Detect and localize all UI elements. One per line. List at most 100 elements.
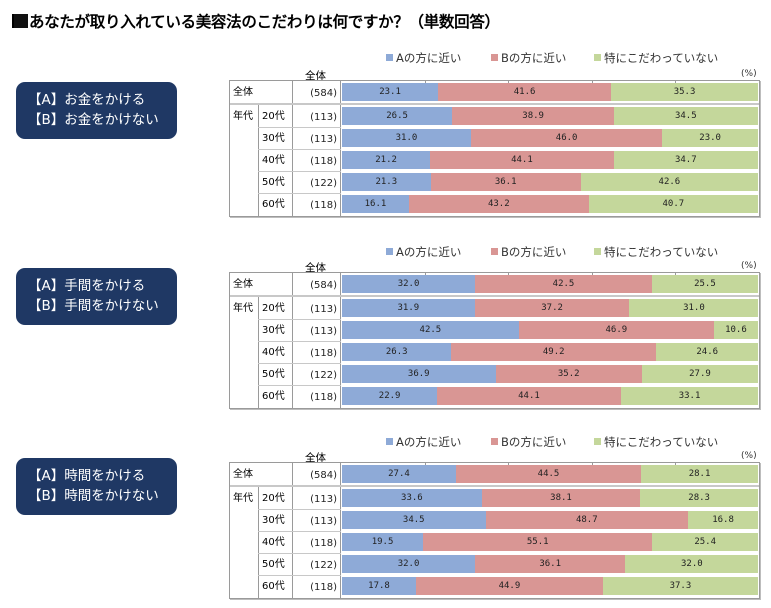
bar-value-label: 34.5 <box>674 111 697 121</box>
bar-value-label: 55.1 <box>526 537 549 547</box>
axis-tick <box>425 80 427 84</box>
data-table: 全体 (584) 27.4 44.5 28.1 年代 20代 (113) 33.6 38.1 28.… <box>229 462 760 599</box>
sample-size: (118) <box>310 392 337 403</box>
row-divider <box>230 485 759 487</box>
axis-tick <box>508 272 510 276</box>
bar-value-label: 21.3 <box>375 177 398 187</box>
sample-size: (113) <box>310 134 337 145</box>
row-label: 40代 <box>262 537 285 548</box>
legend-label: 特にこだわっていない <box>604 245 719 259</box>
row-label: 60代 <box>262 199 285 210</box>
row-label: 30代 <box>262 515 285 526</box>
bar-segment-c: 42.6 <box>580 173 758 191</box>
row-divider <box>258 341 341 342</box>
bar-value-label: 16.1 <box>364 199 387 209</box>
bar-segment-c: 34.5 <box>614 107 758 125</box>
axis-tick <box>508 80 510 84</box>
bar-value-label: 27.4 <box>388 469 410 479</box>
bar-segment-b: 38.9 <box>452 107 615 125</box>
bar-value-label: 31.0 <box>395 133 418 143</box>
bar-segment-a: 21.3 <box>342 173 431 191</box>
bar-segment-a: 27.4 <box>342 465 456 483</box>
sample-size: (118) <box>310 582 337 593</box>
bar-segment-a: 26.3 <box>342 343 452 361</box>
table-top-border <box>230 272 759 273</box>
sample-size: (113) <box>310 494 337 505</box>
bar-segment-a: 32.0 <box>342 555 476 573</box>
bar-segment-c: 27.9 <box>641 365 758 383</box>
label-b: 【B】お金をかけない <box>28 112 159 128</box>
group-label: 年代 <box>233 303 253 314</box>
table-row: 年代 20代 (113) 31.9 37.2 31.0 <box>230 297 759 319</box>
bar-segment-c: 34.7 <box>613 151 758 169</box>
bar-segment-a: 26.5 <box>342 107 453 125</box>
stacked-bar: 33.6 38.1 28.3 <box>342 489 758 507</box>
table-row: 40代 (118) 21.2 44.1 34.7 <box>230 149 759 171</box>
stacked-bar: 16.1 43.2 40.7 <box>342 195 758 213</box>
bar-segment-c: 40.7 <box>588 195 758 213</box>
row-label: 30代 <box>262 133 285 144</box>
bar-segment-b: 37.2 <box>474 299 630 317</box>
stacked-bar: 22.9 44.1 33.1 <box>342 387 759 405</box>
stacked-bar: 31.9 37.2 31.0 <box>342 299 759 317</box>
row-label: 20代 <box>262 493 285 504</box>
table-row: 30代 (113) 34.5 48.7 16.8 <box>230 509 759 531</box>
legend-item-b: Bの方に近い <box>491 244 566 260</box>
bar-value-label: 28.3 <box>688 493 710 503</box>
bar-value-label: 25.4 <box>694 537 716 547</box>
bar-value-label: 26.3 <box>385 347 408 357</box>
row-divider <box>258 531 341 532</box>
stacked-bar: 26.3 49.2 24.6 <box>342 343 759 361</box>
bar-value-label: 46.0 <box>555 133 578 143</box>
bar-value-label: 40.7 <box>662 199 685 209</box>
sample-size: (584) <box>310 470 337 481</box>
bar-segment-b: 44.1 <box>430 151 614 169</box>
column-divider <box>340 462 341 598</box>
row-label: 全体 <box>233 87 253 98</box>
sample-size: (113) <box>310 112 337 123</box>
column-divider <box>258 297 259 408</box>
row-divider <box>258 363 341 364</box>
row-divider <box>230 103 759 105</box>
row-label: 20代 <box>262 111 285 122</box>
row-divider <box>258 193 341 194</box>
axis-tick <box>425 462 427 466</box>
stacked-bar: 31.0 46.0 23.0 <box>342 129 758 147</box>
bar-value-label: 32.0 <box>680 559 703 569</box>
legend-item-c: 特にこだわっていない <box>594 50 718 66</box>
bar-segment-c: 16.8 <box>688 511 758 529</box>
legend-label: Aの方に近い <box>396 51 462 65</box>
row-divider <box>258 553 341 554</box>
row-divider <box>258 385 341 386</box>
column-divider <box>292 462 293 598</box>
table-row: 40代 (118) 26.3 49.2 24.6 <box>230 341 759 363</box>
sample-size: (118) <box>310 156 337 167</box>
axis-tick <box>425 272 427 276</box>
bar-value-label: 34.7 <box>674 155 697 165</box>
bar-segment-b: 44.9 <box>416 577 603 595</box>
row-label: 60代 <box>262 581 285 592</box>
sample-size: (122) <box>310 560 337 571</box>
bar-value-label: 36.1 <box>539 559 562 569</box>
bar-value-label: 19.5 <box>371 537 394 547</box>
bar-value-label: 23.1 <box>379 87 401 97</box>
bar-value-label: 44.1 <box>511 155 533 165</box>
bar-segment-a: 36.9 <box>342 365 496 383</box>
bar-value-label: 31.9 <box>397 303 420 313</box>
legend-swatch-icon <box>594 438 601 445</box>
axis-tick <box>591 462 593 466</box>
bar-value-label: 38.9 <box>522 111 544 121</box>
table-top-border <box>230 462 759 463</box>
bar-value-label: 33.1 <box>678 391 701 401</box>
chart-section: Aの方に近い Bの方に近い 特にこだわっていない 全体 (%) 全体 (584) 27.4 44… <box>0 426 771 606</box>
bar-segment-c: 31.0 <box>629 299 759 317</box>
axis-tick <box>674 80 676 84</box>
row-label: 20代 <box>262 303 285 314</box>
unit-label: (%) <box>741 69 757 79</box>
bar-value-label: 17.8 <box>368 581 390 591</box>
unit-label: (%) <box>741 261 757 271</box>
chart-section: Aの方に近い Bの方に近い 特にこだわっていない 全体 (%) 全体 (584) 32.0 42… <box>0 236 771 416</box>
bar-segment-b: 46.9 <box>518 321 714 339</box>
legend-item-c: 特にこだわっていない <box>594 434 718 450</box>
sample-size: (584) <box>310 88 337 99</box>
